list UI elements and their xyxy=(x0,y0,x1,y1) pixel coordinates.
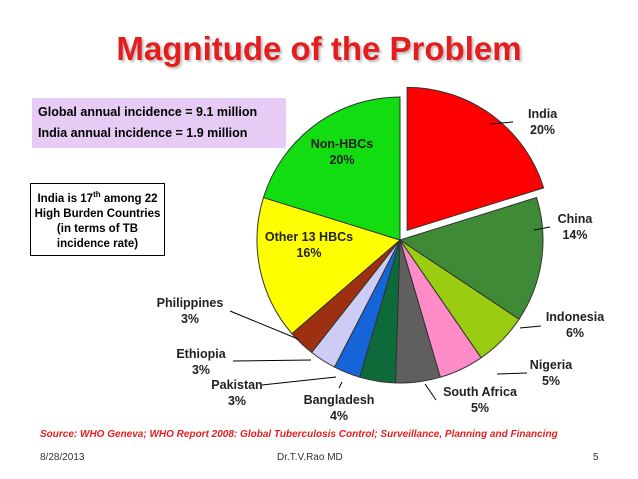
leader-line-philippines xyxy=(229,310,299,340)
footer-date: 8/28/2013 xyxy=(40,452,85,463)
slice-percent-pakistan: 3% xyxy=(228,394,246,408)
note-superscript: th xyxy=(93,190,101,199)
leader-line-indonesia xyxy=(519,325,542,329)
leader-line-nigeria xyxy=(496,372,528,375)
slice-name-india: India xyxy=(528,107,558,121)
footer-page-number: 5 xyxy=(593,452,599,463)
slice-percent-philippines: 3% xyxy=(181,312,199,326)
leader-line-south-africa xyxy=(424,383,437,401)
slice-percent-bangladesh: 4% xyxy=(330,409,348,423)
slice-name-indonesia: Indonesia xyxy=(546,310,605,324)
slice-name-pakistan: Pakistan xyxy=(211,378,262,392)
slice-percent-other-13-hbcs: 16% xyxy=(296,246,321,260)
slide-title: Magnitude of the Problem xyxy=(116,30,522,67)
slice-percent-india: 20% xyxy=(530,123,555,137)
slice-name-other-13-hbcs: Other 13 HBCs xyxy=(265,230,353,244)
slice-name-south-africa: South Africa xyxy=(443,385,518,399)
slice-name-non-hbcs: Non-HBCs xyxy=(311,137,374,151)
slice-name-nigeria: Nigeria xyxy=(530,358,573,372)
slice-percent-non-hbcs: 20% xyxy=(329,153,354,167)
pie-slice-china xyxy=(398,196,544,320)
slice-percent-ethiopia: 3% xyxy=(192,363,210,377)
leader-line-india xyxy=(489,121,514,125)
leader-line-ethiopia xyxy=(232,359,312,362)
slice-name-ethiopia: Ethiopia xyxy=(176,347,226,361)
india-incidence-text: India annual incidence = 1.9 million xyxy=(38,126,248,140)
pie-slice-india xyxy=(406,86,545,232)
pie-slice-non-hbcs xyxy=(262,96,401,241)
global-incidence-text: Global annual incidence = 9.1 million xyxy=(38,105,258,119)
incidence-stats-box: Global annual incidence = 9.1 million In… xyxy=(32,98,286,148)
leader-line-pakistan xyxy=(261,376,337,386)
slice-name-china: China xyxy=(558,212,594,226)
leader-line-bangladesh xyxy=(338,381,343,389)
slice-percent-south-africa: 5% xyxy=(471,401,489,415)
slice-name-bangladesh: Bangladesh xyxy=(304,393,375,407)
pie-slice-other-13-hbcs xyxy=(256,196,402,335)
slice-percent-indonesia: 6% xyxy=(566,326,584,340)
india-rank-note: India is 17th among 22 High Burden Count… xyxy=(30,183,165,256)
slice-name-philippines: Philippines xyxy=(157,296,224,310)
note-text-start: India is 17 xyxy=(37,192,94,205)
footer-author: Dr.T.V.Rao MD xyxy=(277,452,343,463)
slice-percent-nigeria: 5% xyxy=(542,374,560,388)
source-citation: Source: WHO Geneva; WHO Report 2008: Glo… xyxy=(40,429,558,440)
leader-line-china xyxy=(533,226,551,231)
note-text-end: among 22 High Burden Countries (in terms… xyxy=(34,192,161,250)
slice-percent-china: 14% xyxy=(562,228,587,242)
